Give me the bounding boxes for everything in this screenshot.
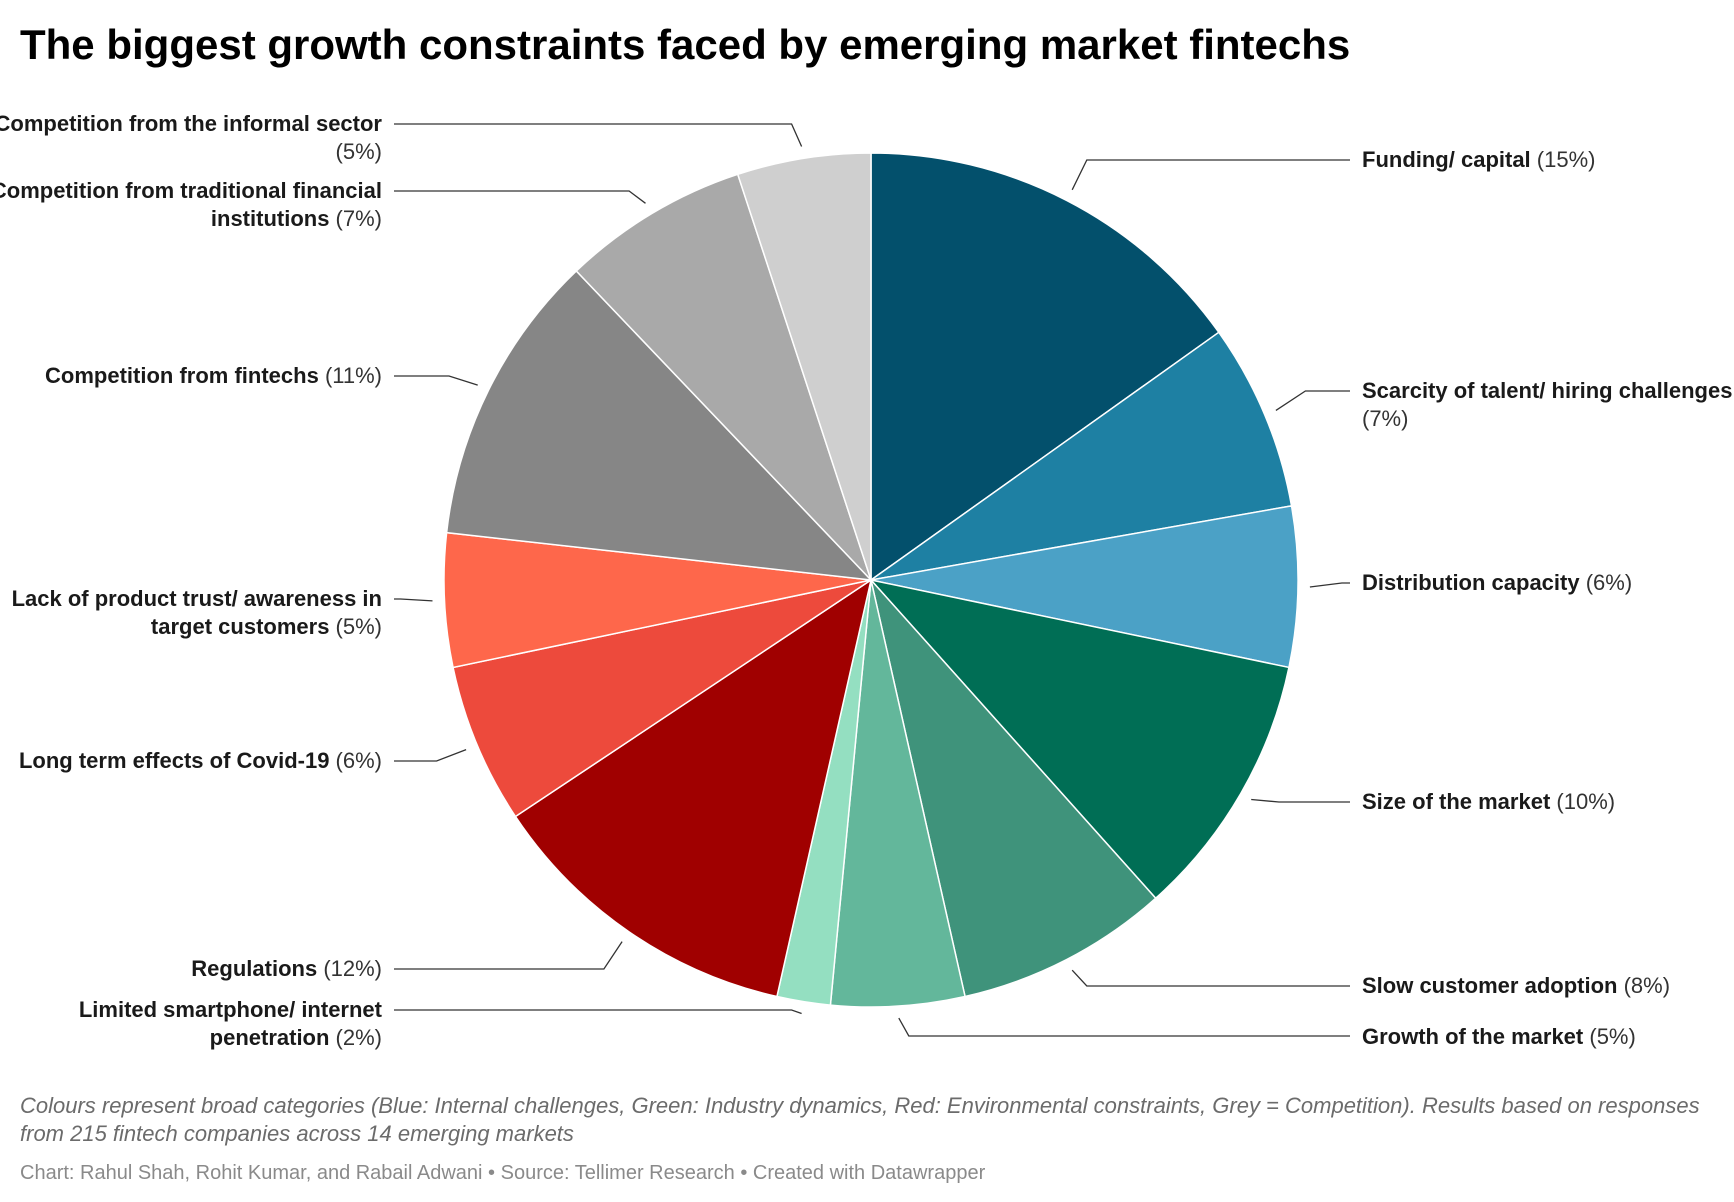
slice-label-scarcity-of-talent-hiring-challenges: Scarcity of talent/ hiring challenges (7…	[1362, 377, 1734, 433]
slice-label-percent: (2%)	[329, 1025, 382, 1050]
pie-slice-distribution-capacity	[870, 504, 1299, 669]
slice-label-percent: (5%)	[329, 614, 382, 639]
slice-label-name: Competition from fintechs	[45, 363, 319, 388]
slice-label-name: Slow customer adoption	[1362, 973, 1618, 998]
pie-slice-size-of-the-market	[868, 578, 1290, 900]
slice-label-competition-from-the-informal-sector: Competition from the informal sector (5%…	[0, 110, 382, 166]
slice-label-percent: (5%)	[1583, 1024, 1636, 1049]
slice-label-lack-of-product-trust-awareness-in-target-customers: Lack of product trust/ awareness in targ…	[0, 585, 382, 641]
leader-line-funding-capital	[1071, 159, 1350, 191]
chart-credit: Chart: Rahul Shah, Rohit Kumar, and Raba…	[20, 1162, 986, 1184]
leader-line-slow-customer-adoption	[1071, 969, 1350, 987]
slice-label-competition-from-traditional-financial-institutions: Competition from traditional financial i…	[0, 177, 382, 233]
slice-label-percent: (11%)	[318, 363, 382, 388]
leader-line-distribution-capacity	[1309, 582, 1350, 588]
slice-label-regulations: Regulations (12%)	[0, 955, 382, 983]
slice-label-percent: (8%)	[1617, 973, 1671, 998]
slice-label-name: Scarcity of talent/ hiring challenges	[1362, 378, 1733, 403]
slice-label-growth-of-the-market: Growth of the market (5%)	[1362, 1023, 1734, 1051]
slice-label-slow-customer-adoption: Slow customer adoption (8%)	[1362, 972, 1734, 1000]
slice-label-name: Competition from the informal sector	[0, 111, 382, 136]
slice-label-percent: (7%)	[329, 206, 382, 231]
pie-slice-regulations	[514, 578, 873, 998]
pie-slice-competition-from-traditional-financial-institutions	[575, 173, 872, 581]
slice-label-percent: (6%)	[1579, 570, 1633, 595]
slice-label-percent: (5%)	[335, 139, 382, 164]
slice-label-long-term-effects-of-covid-19: Long term effects of Covid-19 (6%)	[0, 747, 382, 775]
chart-title: The biggest growth constraints faced by …	[20, 21, 1351, 68]
leader-line-size-of-the-market	[1251, 798, 1350, 803]
slice-label-percent: (6%)	[329, 748, 382, 773]
leader-line-competition-from-fintechs	[394, 375, 478, 386]
leader-line-scarcity-of-talent-hiring-challenges	[1275, 390, 1350, 411]
slice-label-funding-capital: Funding/ capital (15%)	[1362, 146, 1734, 174]
slice-label-limited-smartphone-internet-penetration: Limited smartphone/ internet penetration…	[0, 996, 382, 1052]
slice-label-percent: (12%)	[317, 956, 382, 981]
pie-slice-scarcity-of-talent-hiring-challenges	[870, 331, 1293, 581]
slice-label-percent: (10%)	[1550, 789, 1616, 814]
slice-label-name: Lack of product trust/ awareness in targ…	[11, 586, 382, 639]
slice-label-name: Long term effects of Covid-19	[18, 748, 330, 773]
slice-label-percent: (15%)	[1530, 147, 1596, 172]
leader-line-competition-from-the-informal-sector	[394, 123, 803, 147]
slice-label-competition-from-fintechs: Competition from fintechs (11%)	[0, 362, 382, 390]
slice-label-name: Funding/ capital	[1362, 147, 1531, 172]
slice-label-name: Limited smartphone/ internet penetration	[78, 997, 382, 1050]
leader-line-lack-of-product-trust-awareness-in-target-customers	[394, 598, 433, 602]
slice-label-name: Competition from traditional financial i…	[0, 178, 382, 231]
chart-notes: Colours represent broad categories (Blue…	[20, 1093, 1700, 1146]
slice-label-name: Regulations	[191, 956, 318, 981]
pie-slice-funding-capital	[870, 152, 1220, 582]
leader-line-competition-from-traditional-financial-institutions	[394, 190, 646, 204]
pie-slice-long-term-effects-of-covid-19	[452, 579, 872, 818]
slice-label-name: Size of the market	[1362, 789, 1551, 814]
slice-label-size-of-the-market: Size of the market (10%)	[1362, 788, 1734, 816]
leader-line-regulations	[394, 941, 623, 970]
leader-line-limited-smartphone-internet-penetration	[394, 1009, 802, 1015]
leader-line-growth-of-the-market	[898, 1017, 1350, 1037]
pie-slices	[443, 152, 1299, 1008]
pie-slice-competition-from-fintechs	[445, 269, 873, 581]
leader-line-long-term-effects-of-covid-19	[394, 748, 467, 762]
slice-label-percent: (7%)	[1362, 406, 1409, 431]
leader-lines	[394, 123, 1350, 1037]
pie-slice-competition-from-the-informal-sector	[736, 152, 872, 581]
slice-label-name: Distribution capacity	[1362, 570, 1580, 595]
slice-label-distribution-capacity: Distribution capacity (6%)	[1362, 569, 1734, 597]
slice-label-name: Growth of the market	[1362, 1024, 1584, 1049]
